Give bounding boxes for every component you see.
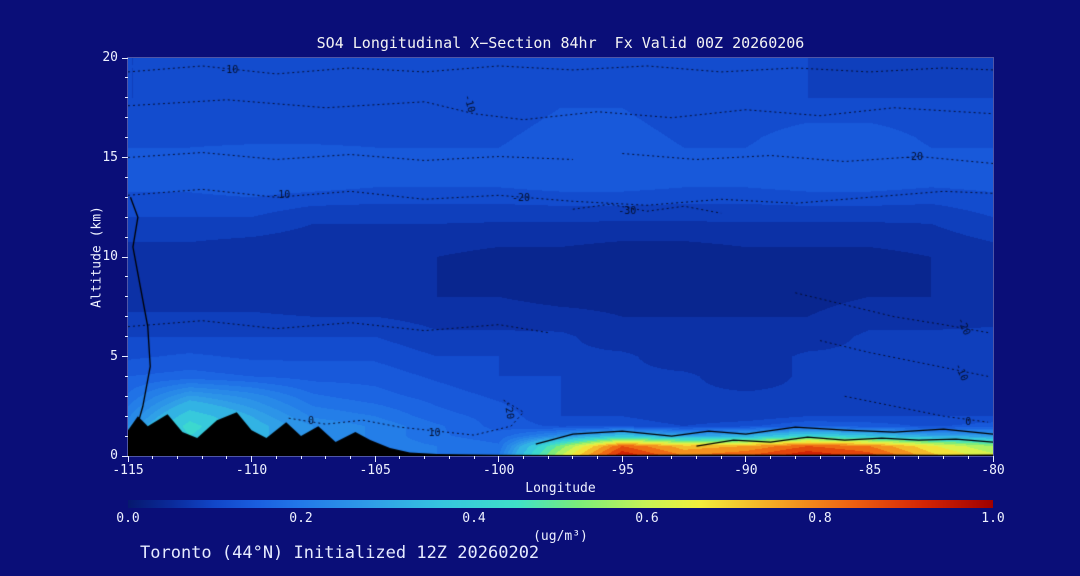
x-minor-tick-mark (893, 456, 895, 459)
x-tick-label: -115 (112, 463, 144, 478)
y-minor-tick-mark (125, 415, 128, 417)
x-minor-tick-mark (448, 456, 450, 459)
y-minor-tick-mark (125, 375, 128, 377)
x-minor-tick-mark (967, 456, 969, 459)
colorbar-tick-label: 0.2 (289, 511, 313, 526)
y-tick-mark (122, 455, 128, 457)
y-minor-tick-mark (125, 137, 128, 139)
y-tick-label: 15 (102, 149, 118, 165)
y-minor-tick-mark (125, 296, 128, 298)
y-minor-tick-mark (125, 117, 128, 119)
x-minor-tick-mark (325, 456, 327, 459)
x-minor-tick-mark (349, 456, 351, 459)
colorbar-tick-label: 0.6 (635, 511, 659, 526)
x-minor-tick-mark (918, 456, 920, 459)
x-tick-label: -80 (981, 463, 1005, 478)
plot-area: -115 -110 -105 -100 -95 -90 -85 -80 0 5 10 15 20 (102, 50, 1004, 478)
x-minor-tick-mark (547, 456, 549, 459)
x-tick-label: -100 (483, 463, 515, 478)
x-minor-tick-mark (226, 456, 228, 459)
x-minor-tick-mark (424, 456, 426, 459)
y-minor-tick-mark (125, 435, 128, 437)
x-tick-mark (374, 456, 376, 462)
x-minor-tick-mark (844, 456, 846, 459)
y-tick-mark (122, 356, 128, 357)
x-tick-label: -95 (610, 463, 635, 478)
colorbar-tick-label: 1.0 (981, 511, 1005, 526)
x-tick-mark (498, 456, 500, 462)
colorbar-tick-label: 0.0 (116, 511, 140, 526)
x-minor-tick-mark (522, 456, 524, 459)
colorbar-unit-label: (ug/m³) (533, 529, 588, 544)
x-minor-tick-mark (473, 456, 475, 459)
x-minor-tick-mark (695, 456, 697, 459)
y-minor-tick-mark (125, 236, 128, 238)
x-minor-tick-mark (399, 456, 401, 459)
y-minor-tick-mark (125, 176, 128, 178)
y-tick-mark (122, 256, 128, 258)
x-minor-tick-mark (770, 456, 772, 459)
y-minor-tick-mark (125, 77, 128, 79)
x-tick-mark (127, 456, 129, 462)
y-minor-tick-mark (125, 196, 128, 198)
y-minor-tick-mark (125, 316, 128, 318)
x-tick-mark (868, 456, 870, 462)
x-axis-label: Longitude (525, 481, 596, 496)
x-tick-label: -105 (359, 463, 391, 478)
y-minor-tick-mark (125, 276, 128, 278)
x-minor-tick-mark (176, 456, 178, 459)
x-minor-tick-mark (597, 456, 599, 459)
x-minor-tick-mark (819, 456, 821, 459)
y-tick-mark (122, 57, 128, 59)
x-tick-mark (745, 456, 747, 462)
x-minor-tick-mark (671, 456, 673, 459)
x-minor-tick-mark (720, 456, 722, 459)
footer-caption: Toronto (44°N) Initialized 12Z 20260202 (140, 543, 540, 563)
x-minor-tick-mark (943, 456, 945, 459)
y-tick-label: 0 (110, 448, 118, 463)
x-minor-tick-mark (572, 456, 574, 459)
x-tick-mark (251, 456, 253, 462)
y-tick-label: 20 (102, 50, 118, 65)
x-tick-mark (992, 456, 994, 462)
colorbar-tick-labels: 0.0 0.2 0.4 0.6 0.8 1.0 (116, 511, 1004, 527)
heatmap-canvas (128, 58, 993, 456)
colorbar (128, 500, 993, 508)
x-tick-mark (621, 456, 623, 462)
colorbar-gradient (128, 500, 993, 508)
x-minor-tick-mark (794, 456, 796, 459)
y-minor-tick-mark (125, 216, 128, 218)
y-tick-mark (122, 157, 128, 158)
x-minor-tick-mark (300, 456, 302, 459)
y-minor-tick-mark (125, 97, 128, 99)
y-tick-label: 10 (102, 249, 118, 264)
x-tick-label: -85 (857, 463, 882, 478)
x-minor-tick-mark (152, 456, 154, 459)
x-minor-tick-mark (646, 456, 648, 459)
colorbar-tick-label: 0.4 (462, 511, 486, 526)
colorbar-tick-label: 0.8 (808, 511, 832, 526)
y-tick-label: 5 (110, 348, 118, 364)
y-minor-tick-mark (125, 336, 128, 338)
x-tick-label: -90 (734, 463, 758, 478)
y-minor-tick-mark (125, 395, 128, 397)
x-minor-tick-mark (275, 456, 277, 459)
x-minor-tick-mark (201, 456, 203, 459)
plot-title: SO4 Longitudinal X−Section 84hr Fx Valid… (316, 34, 805, 52)
x-tick-label: -110 (235, 463, 268, 478)
